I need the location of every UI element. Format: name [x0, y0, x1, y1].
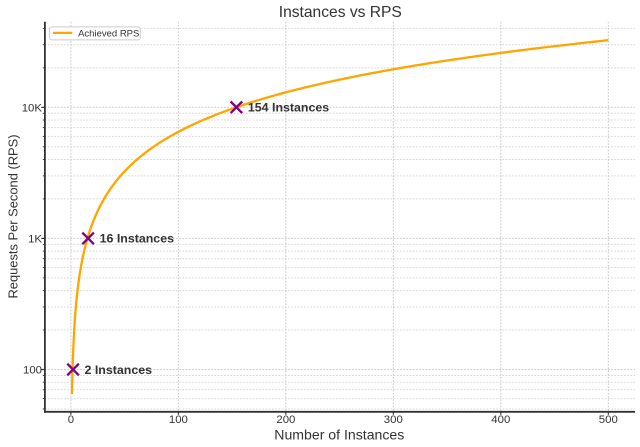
svg-text:0: 0 [68, 414, 74, 426]
svg-text:200: 200 [276, 414, 295, 426]
svg-text:10K: 10K [22, 102, 43, 114]
svg-text:16 Instances: 16 Instances [100, 232, 174, 246]
svg-text:Number of Instances: Number of Instances [274, 426, 404, 442]
svg-text:100: 100 [23, 365, 42, 377]
svg-text:Achieved RPS: Achieved RPS [78, 29, 139, 40]
svg-text:300: 300 [384, 414, 403, 426]
svg-text:400: 400 [491, 414, 510, 426]
svg-text:Requests Per Second (RPS): Requests Per Second (RPS) [5, 134, 20, 298]
svg-text:Instances vs RPS: Instances vs RPS [279, 4, 402, 21]
svg-text:1K: 1K [28, 234, 42, 246]
svg-text:100: 100 [169, 414, 188, 426]
svg-text:2 Instances: 2 Instances [85, 363, 153, 377]
svg-text:500: 500 [599, 414, 618, 426]
svg-text:154 Instances: 154 Instances [248, 101, 329, 115]
